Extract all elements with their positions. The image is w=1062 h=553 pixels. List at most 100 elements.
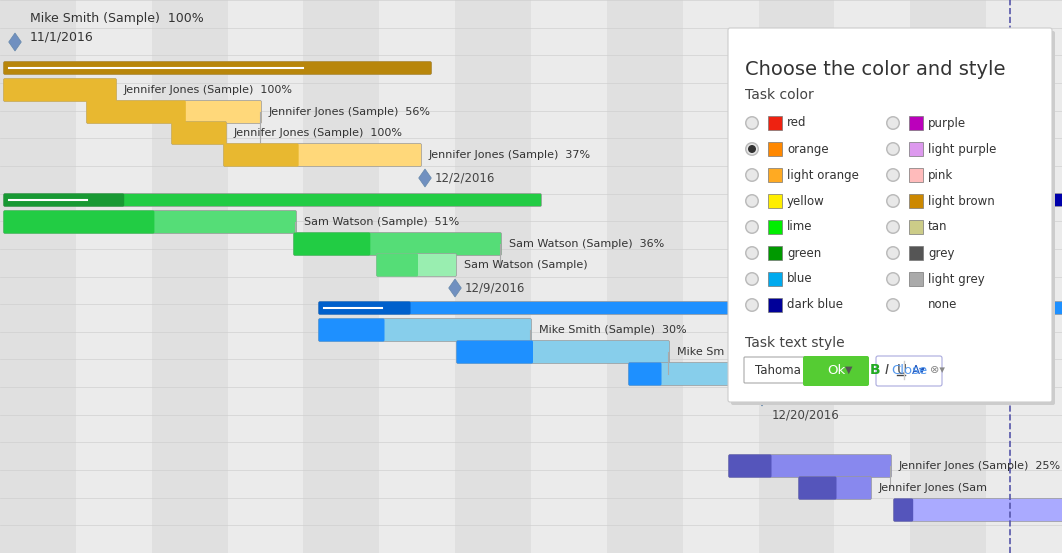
FancyBboxPatch shape bbox=[729, 194, 755, 206]
FancyBboxPatch shape bbox=[377, 253, 418, 276]
Bar bbox=[304, 0, 379, 553]
FancyBboxPatch shape bbox=[803, 356, 869, 386]
Text: A▾: A▾ bbox=[912, 363, 926, 377]
Circle shape bbox=[886, 142, 900, 156]
Text: ▼: ▼ bbox=[845, 365, 853, 375]
FancyBboxPatch shape bbox=[727, 28, 1052, 402]
Text: 11/1/2016: 11/1/2016 bbox=[30, 30, 93, 43]
Bar bbox=[987, 0, 1062, 553]
Circle shape bbox=[746, 220, 759, 234]
FancyBboxPatch shape bbox=[3, 61, 431, 75]
Bar bbox=[768, 220, 782, 234]
Circle shape bbox=[746, 142, 759, 156]
Circle shape bbox=[886, 298, 900, 312]
FancyBboxPatch shape bbox=[377, 253, 457, 276]
Bar bbox=[227, 0, 304, 553]
FancyBboxPatch shape bbox=[629, 363, 662, 385]
Circle shape bbox=[888, 196, 898, 206]
Text: Ok: Ok bbox=[827, 364, 845, 378]
Bar bbox=[909, 272, 923, 286]
Text: light brown: light brown bbox=[928, 195, 995, 207]
Text: pink: pink bbox=[928, 169, 954, 181]
FancyBboxPatch shape bbox=[744, 357, 856, 383]
Text: Jennifer Jones (Sam: Jennifer Jones (Sam bbox=[879, 483, 988, 493]
Bar bbox=[909, 220, 923, 234]
Circle shape bbox=[746, 194, 759, 208]
FancyBboxPatch shape bbox=[3, 61, 431, 75]
Bar bbox=[768, 272, 782, 286]
FancyBboxPatch shape bbox=[457, 341, 533, 363]
Text: Sam Watson (Sample)  36%: Sam Watson (Sample) 36% bbox=[509, 239, 664, 249]
Bar bbox=[768, 246, 782, 260]
Circle shape bbox=[886, 116, 900, 130]
FancyBboxPatch shape bbox=[799, 477, 872, 499]
Circle shape bbox=[746, 272, 759, 286]
FancyBboxPatch shape bbox=[3, 194, 542, 206]
Text: Tahoma: Tahoma bbox=[755, 363, 801, 377]
Polygon shape bbox=[756, 388, 768, 406]
Text: Jennifer Jones (Sample)  25%: Jennifer Jones (Sample) 25% bbox=[900, 461, 1061, 471]
FancyBboxPatch shape bbox=[86, 101, 261, 123]
Text: grey: grey bbox=[928, 247, 955, 259]
Text: Task color: Task color bbox=[746, 88, 813, 102]
FancyBboxPatch shape bbox=[171, 122, 226, 144]
Text: Close: Close bbox=[891, 364, 927, 378]
Bar bbox=[0, 0, 75, 553]
FancyBboxPatch shape bbox=[293, 232, 501, 255]
Bar bbox=[768, 168, 782, 182]
Bar bbox=[768, 298, 782, 312]
Text: purple: purple bbox=[928, 117, 966, 129]
Bar bbox=[909, 246, 923, 260]
Text: 12/9/2016: 12/9/2016 bbox=[465, 281, 526, 295]
Circle shape bbox=[747, 117, 757, 128]
Text: orange: orange bbox=[787, 143, 828, 155]
Text: U: U bbox=[897, 363, 907, 377]
Bar bbox=[768, 194, 782, 208]
Bar bbox=[768, 116, 782, 130]
Bar bbox=[152, 0, 227, 553]
FancyBboxPatch shape bbox=[729, 455, 771, 477]
FancyBboxPatch shape bbox=[3, 79, 117, 102]
Text: Mike Sm: Mike Sm bbox=[676, 347, 724, 357]
Text: Task text style: Task text style bbox=[746, 336, 844, 350]
FancyBboxPatch shape bbox=[171, 122, 226, 144]
Text: Jennifer Jones (Sample)  100%: Jennifer Jones (Sample) 100% bbox=[124, 85, 293, 95]
FancyBboxPatch shape bbox=[3, 79, 117, 102]
Text: Choose the color and style: Choose the color and style bbox=[746, 60, 1006, 79]
Circle shape bbox=[888, 248, 898, 258]
FancyBboxPatch shape bbox=[3, 211, 296, 233]
Bar bbox=[531, 0, 606, 553]
FancyBboxPatch shape bbox=[729, 455, 891, 477]
Text: none: none bbox=[928, 299, 957, 311]
Bar bbox=[683, 0, 758, 553]
Circle shape bbox=[747, 170, 757, 180]
Bar bbox=[456, 0, 531, 553]
Circle shape bbox=[747, 274, 757, 284]
Bar bbox=[910, 0, 987, 553]
Text: green: green bbox=[787, 247, 821, 259]
Text: Mike Smith (Sample)  30%: Mike Smith (Sample) 30% bbox=[539, 325, 687, 335]
FancyBboxPatch shape bbox=[319, 319, 531, 342]
FancyBboxPatch shape bbox=[799, 477, 837, 499]
Text: Mike Smith (Sample): Mike Smith (Sample) bbox=[789, 369, 905, 379]
Text: Sam Watson (Sample)  51%: Sam Watson (Sample) 51% bbox=[304, 217, 459, 227]
Text: Mike Smith (Sample)  100%: Mike Smith (Sample) 100% bbox=[30, 12, 204, 25]
Text: Jennifer Jones (Sample)  56%: Jennifer Jones (Sample) 56% bbox=[269, 107, 431, 117]
Circle shape bbox=[746, 246, 759, 260]
Circle shape bbox=[747, 300, 757, 310]
Circle shape bbox=[888, 222, 898, 232]
Circle shape bbox=[886, 272, 900, 286]
Polygon shape bbox=[8, 33, 21, 51]
Text: light grey: light grey bbox=[928, 273, 984, 285]
Circle shape bbox=[746, 298, 759, 312]
Bar bbox=[909, 116, 923, 130]
Circle shape bbox=[886, 194, 900, 208]
Bar bbox=[768, 142, 782, 156]
Text: tan: tan bbox=[928, 221, 947, 233]
Text: 12/2/2016: 12/2/2016 bbox=[435, 171, 495, 185]
Circle shape bbox=[747, 196, 757, 206]
Circle shape bbox=[888, 143, 898, 154]
Circle shape bbox=[888, 300, 898, 310]
Circle shape bbox=[888, 117, 898, 128]
FancyBboxPatch shape bbox=[3, 211, 154, 233]
